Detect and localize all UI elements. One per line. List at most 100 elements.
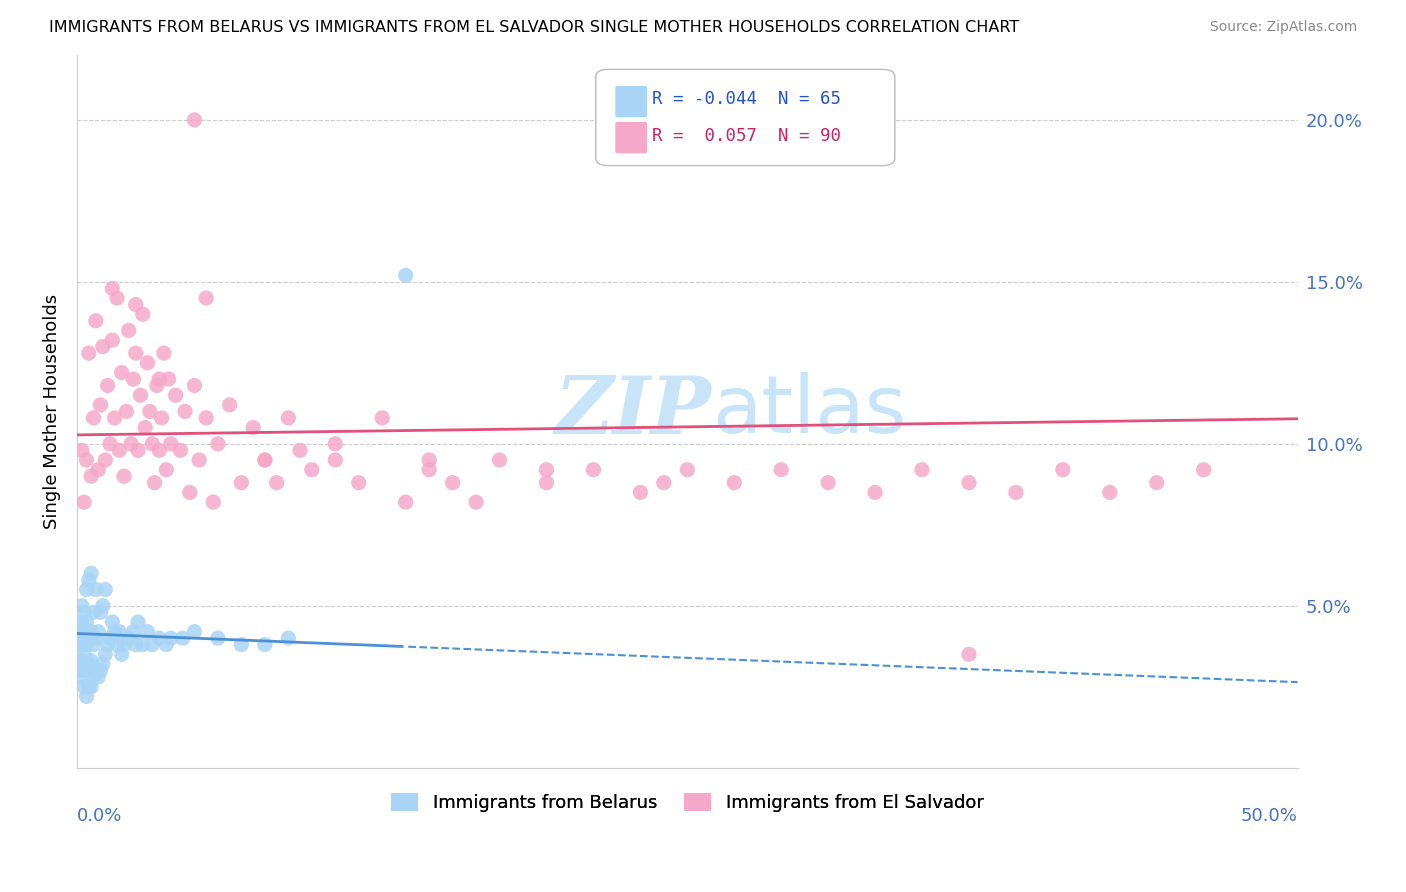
Point (122, 372, 145, 386)
Point (676, 463, 699, 477)
Point (155, 463, 177, 477)
Point (97, 638, 120, 652)
Point (183, 112, 205, 127)
Point (77, 573, 100, 587)
Point (112, 469, 135, 483)
Point (69, 624, 91, 639)
Point (90, 605, 112, 619)
Text: R = -0.044  N = 65: R = -0.044 N = 65 (652, 90, 841, 109)
Point (80, 680, 103, 694)
Point (139, 404, 162, 418)
Point (70, 654, 93, 668)
Point (129, 388, 152, 402)
Point (277, 410, 299, 425)
Point (323, 437, 346, 451)
Point (83, 638, 105, 652)
Point (105, 291, 128, 305)
Point (111, 648, 134, 662)
Point (80, 624, 103, 639)
Point (83, 410, 105, 425)
Point (195, 410, 218, 425)
Point (136, 356, 159, 370)
Point (69, 638, 91, 652)
Point (418, 453, 440, 467)
Point (77, 680, 100, 694)
Point (97, 378, 120, 392)
Point (118, 323, 141, 337)
Point (395, 495, 418, 509)
Point (157, 372, 180, 386)
Point (148, 443, 170, 458)
Point (90, 664, 112, 678)
Point (817, 475, 839, 490)
Point (98, 437, 121, 451)
Legend: Immigrants from Belarus, Immigrants from El Salvador: Immigrants from Belarus, Immigrants from… (384, 786, 991, 819)
Point (148, 631, 170, 645)
Point (1146, 475, 1168, 490)
Point (723, 475, 745, 490)
Point (87, 670, 110, 684)
Point (202, 495, 225, 509)
Point (69, 664, 91, 678)
Point (266, 475, 288, 490)
Point (90, 398, 112, 412)
Point (77, 346, 100, 360)
Point (207, 437, 229, 451)
Point (1052, 463, 1074, 477)
Point (76, 638, 98, 652)
Point (488, 453, 510, 467)
Point (132, 307, 155, 321)
Point (1098, 485, 1121, 500)
Point (127, 443, 149, 458)
Point (231, 475, 253, 490)
Text: 50.0%: 50.0% (1240, 807, 1298, 825)
Point (1005, 485, 1028, 500)
Text: IMMIGRANTS FROM BELARUS VS IMMIGRANTS FROM EL SALVADOR SINGLE MOTHER HOUSEHOLDS : IMMIGRANTS FROM BELARUS VS IMMIGRANTS FR… (49, 20, 1019, 35)
Point (160, 631, 183, 645)
Point (84, 664, 107, 678)
FancyBboxPatch shape (616, 122, 647, 153)
Point (104, 624, 127, 639)
Point (418, 463, 440, 477)
Point (87, 463, 110, 477)
Point (80, 566, 103, 581)
Point (347, 475, 370, 490)
Point (146, 378, 169, 392)
Point (84, 631, 107, 645)
Text: 0.0%: 0.0% (77, 807, 122, 825)
Point (77, 631, 100, 645)
FancyBboxPatch shape (596, 70, 894, 166)
Point (441, 475, 464, 490)
Point (143, 475, 166, 490)
Point (174, 404, 197, 418)
Point (183, 378, 205, 392)
Point (231, 638, 253, 652)
Point (863, 485, 886, 500)
Point (80, 469, 103, 483)
Point (179, 485, 201, 500)
Point (105, 638, 128, 652)
Point (76, 453, 98, 467)
Point (91, 657, 114, 671)
Point (73, 624, 96, 639)
Point (83, 605, 105, 619)
Point (218, 398, 240, 412)
Point (770, 463, 793, 477)
Point (465, 495, 488, 509)
Point (323, 453, 346, 467)
Point (1192, 463, 1215, 477)
Point (155, 638, 177, 652)
Point (536, 475, 558, 490)
Point (301, 463, 323, 477)
Point (73, 648, 96, 662)
Point (122, 624, 145, 639)
Point (70, 615, 93, 629)
Point (73, 605, 96, 619)
Point (277, 631, 299, 645)
Point (73, 495, 96, 509)
Point (536, 463, 558, 477)
Point (207, 631, 229, 645)
Point (80, 654, 103, 668)
Point (112, 638, 135, 652)
Point (94, 582, 117, 597)
